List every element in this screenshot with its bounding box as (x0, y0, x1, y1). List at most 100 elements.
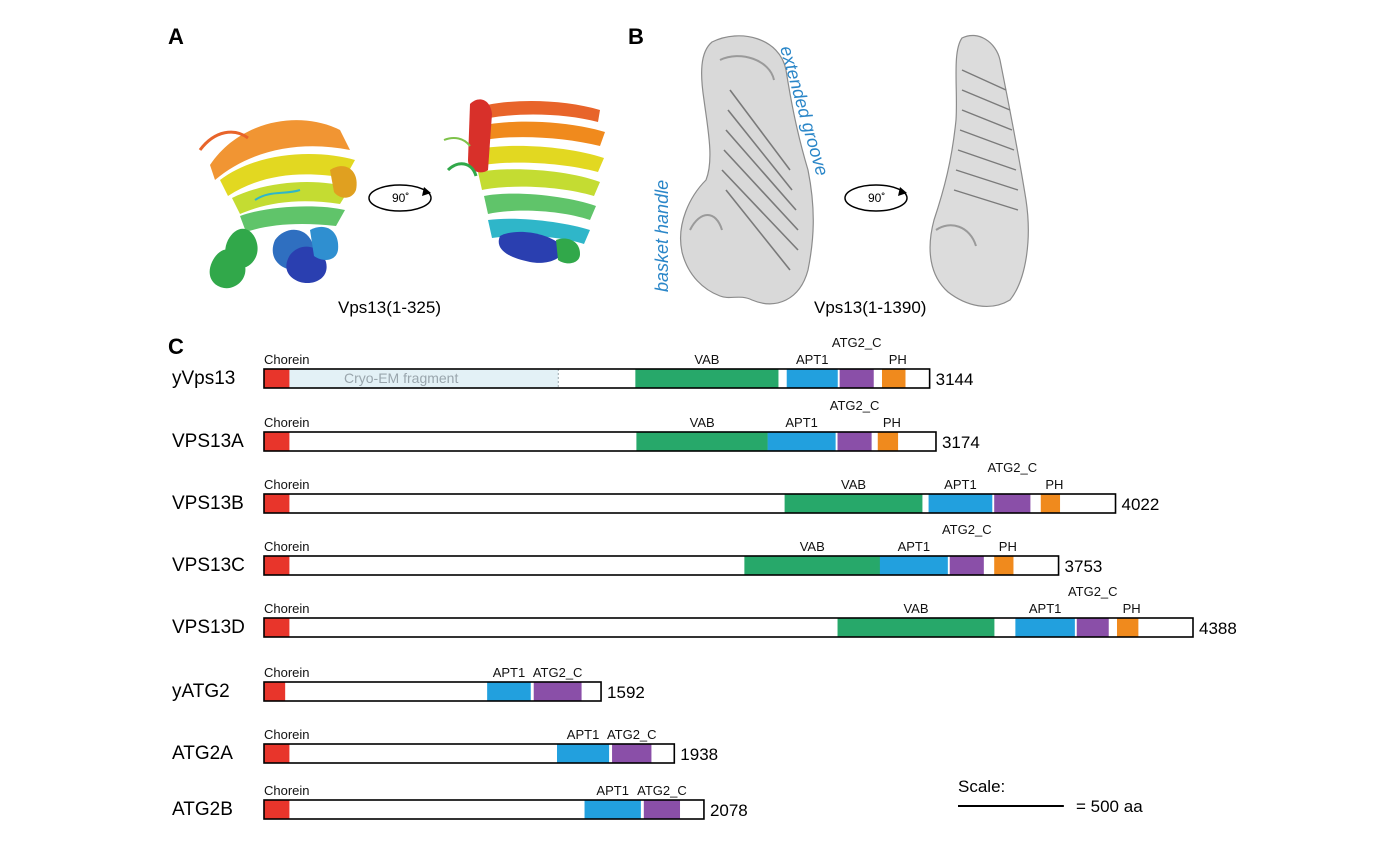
domain-label-atg2-c: ATG2_C (607, 727, 657, 742)
panel-c-letter: C (168, 334, 184, 359)
panel-b: B extended groove basket handle 90˚ Vps1… (628, 24, 1029, 317)
rotation-label-a: 90˚ (392, 191, 409, 205)
domain-chorein (264, 618, 290, 637)
domain-atg2-c (1076, 618, 1109, 637)
protein-row-atg2b: ATG2B Chorein APT1 ATG2_C 2078 (172, 783, 748, 820)
domain-atg2-c (949, 556, 984, 575)
protein-row-vps13a: VPS13A Chorein VAB APT1 ATG2_CPH 3174 (172, 398, 980, 452)
protein-row-yatg2: yATG2 Chorein APT1 ATG2_C 1592 (172, 665, 645, 702)
panel-b-caption: Vps13(1-1390) (814, 298, 926, 317)
domain-vab (636, 432, 768, 451)
domain-atg2-c (837, 432, 872, 451)
protein-bar-outline (263, 493, 1117, 514)
protein-length: 2078 (710, 801, 748, 820)
protein-bar-outline (263, 555, 1060, 576)
domain-vab (837, 618, 995, 637)
scale-title: Scale: (958, 777, 1005, 796)
protein-name: VPS13D (172, 617, 245, 638)
structure-a-view-1 (198, 120, 357, 289)
domain-label-chorein: Chorein (264, 477, 310, 492)
domain-label-atg2-c: ATG2_C (830, 398, 880, 413)
domain-chorein (264, 800, 290, 819)
protein-row-vps13b: VPS13B Chorein VAB APT1 ATG2_C PH 4022 (172, 460, 1159, 514)
domain-label-ph: PH (999, 539, 1017, 554)
domain-label-apt1: APT1 (944, 477, 977, 492)
protein-name: yVps13 (172, 368, 235, 389)
domain-chorein (264, 432, 290, 451)
domain-label-ph: PH (883, 415, 901, 430)
domain-label-atg2-c: ATG2_C (533, 665, 583, 680)
protein-bar-outline (263, 368, 931, 389)
protein-row-yvps13: yVps13 Cryo-EM fragment Chorein VAB APT1ATG2… (172, 335, 973, 389)
domain-label-atg2-c: ATG2_C (832, 335, 882, 350)
domain-label-chorein: Chorein (264, 727, 310, 742)
protein-bar-outline (263, 799, 705, 820)
domain-label-chorein: Chorein (264, 665, 310, 680)
domain-label-vab: VAB (903, 601, 928, 616)
domain-label-chorein: Chorein (264, 352, 310, 367)
protein-bar-outline (263, 431, 937, 452)
domain-label-apt1: APT1 (796, 352, 829, 367)
domain-atg2-c (643, 800, 681, 819)
domain-ph (1116, 618, 1139, 637)
protein-bar-outline (263, 743, 676, 764)
protein-row-atg2a: ATG2A Chorein APT1 ATG2_C 1938 (172, 727, 718, 764)
protein-bar-outline (263, 681, 602, 702)
domain-label-ph: PH (889, 352, 907, 367)
scale-legend: Scale: = 500 aa (958, 777, 1143, 816)
domain-label-chorein: Chorein (264, 539, 310, 554)
rotation-symbol-a: 90˚ (368, 184, 432, 212)
cryo-em-map-view-2 (929, 34, 1029, 307)
domain-label-chorein: Chorein (264, 415, 310, 430)
protein-name: ATG2B (172, 799, 233, 820)
domain-atg2-c (839, 369, 874, 388)
domain-label-vab: VAB (690, 415, 715, 430)
protein-name: VPS13A (172, 431, 244, 452)
domain-vab (784, 494, 923, 513)
cryo-em-fragment-region (264, 369, 559, 388)
domain-chorein (264, 556, 290, 575)
domain-atg2-c (994, 494, 1031, 513)
domain-label-atg2-c: ATG2_C (942, 522, 992, 537)
protein-bar-outline (263, 617, 1194, 638)
domain-label-apt1: APT1 (567, 727, 600, 742)
protein-length: 4388 (1199, 619, 1237, 638)
protein-length: 3174 (942, 433, 980, 452)
cryo-em-fragment-label: Cryo-EM fragment (344, 370, 458, 386)
protein-name: VPS13C (172, 555, 245, 576)
domain-label-chorein: Chorein (264, 783, 310, 798)
domain-label-apt1: APT1 (898, 539, 931, 554)
domain-vab (744, 556, 881, 575)
panel-a-caption: Vps13(1-325) (338, 298, 441, 317)
domain-label-atg2-c: ATG2_C (1068, 584, 1118, 599)
panel-a-letter: A (168, 24, 184, 49)
protein-name: VPS13B (172, 493, 244, 514)
protein-row-vps13c: VPS13C Chorein VAB APT1 ATG2_C PH 3753 (172, 522, 1102, 576)
scale-value: = 500 aa (1076, 797, 1143, 816)
domain-label-chorein: Chorein (264, 601, 310, 616)
domain-label-apt1: APT1 (596, 783, 629, 798)
structure-a-view-2 (443, 99, 605, 264)
domain-chorein (264, 369, 290, 388)
domain-ph (994, 556, 1014, 575)
domain-ph (1040, 494, 1061, 513)
domain-label-apt1: APT1 (493, 665, 526, 680)
domain-chorein (264, 682, 286, 701)
protein-length: 3144 (936, 370, 974, 389)
rotation-label-b: 90˚ (868, 191, 885, 205)
domain-label-apt1: APT1 (1029, 601, 1062, 616)
domain-atg2-c (612, 744, 652, 763)
domain-ph (877, 432, 899, 451)
domain-ph (881, 369, 906, 388)
domain-apt1 (879, 556, 948, 575)
protein-length: 4022 (1122, 495, 1160, 514)
domain-label-apt1: APT1 (785, 415, 818, 430)
domain-chorein (264, 744, 290, 763)
domain-apt1 (1015, 618, 1075, 637)
rotation-symbol-b: 90˚ (844, 184, 908, 212)
basket-handle-label: basket handle (652, 180, 672, 292)
protein-length: 1938 (680, 745, 718, 764)
